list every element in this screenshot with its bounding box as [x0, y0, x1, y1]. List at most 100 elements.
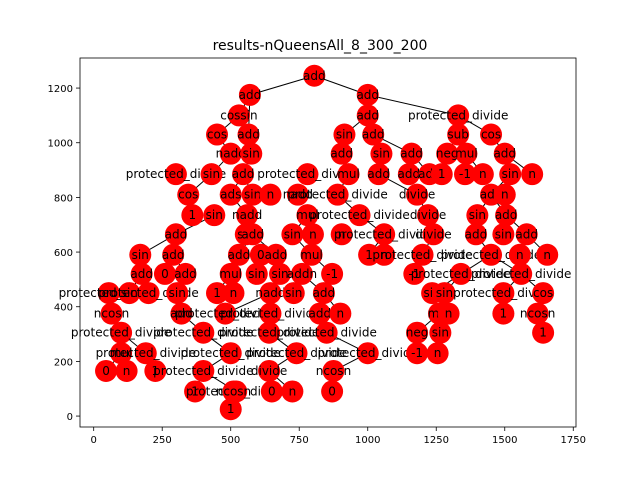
- tree-node: ncosn: [94, 302, 129, 325]
- node-marker: [203, 204, 226, 227]
- tree-node: divide: [399, 183, 435, 206]
- node-label: nadd: [216, 147, 246, 161]
- tree-node: protected_divide: [334, 223, 434, 246]
- node-label: sin: [244, 188, 261, 202]
- tree-node: nadd: [216, 142, 246, 165]
- tree-node: 0: [249, 243, 272, 266]
- node-label: add: [232, 167, 255, 181]
- plot-frame: [79, 57, 577, 428]
- node-label: neg: [436, 147, 459, 161]
- node-marker: [508, 243, 531, 266]
- node-label: sin: [248, 267, 265, 281]
- node-marker: [219, 398, 242, 421]
- node-marker: [259, 282, 282, 305]
- tree-node: sin: [200, 163, 223, 186]
- node-marker: [373, 223, 396, 246]
- tree-node: divide: [415, 223, 452, 246]
- tree-node: neg: [406, 321, 429, 344]
- node-marker: [170, 302, 193, 325]
- node-label: mul: [219, 267, 242, 281]
- node-marker: [129, 243, 152, 266]
- tree-node: -1: [403, 262, 426, 285]
- node-marker: [296, 163, 319, 186]
- node-marker: [406, 321, 429, 344]
- node-marker: [300, 243, 323, 266]
- node-label: nadd: [255, 286, 285, 300]
- node-marker: [259, 183, 282, 206]
- tree-node: protected_divide: [411, 262, 511, 285]
- node-marker: [240, 142, 263, 165]
- node-label: 1: [438, 167, 446, 181]
- tree-node: 0: [153, 262, 176, 285]
- node-marker: [134, 342, 157, 365]
- tree-node: sin: [499, 163, 522, 186]
- node-marker: [301, 223, 324, 246]
- node-marker: [356, 83, 379, 106]
- node-label: 0: [161, 267, 169, 281]
- node-label: n: [528, 167, 536, 181]
- node-marker: [367, 163, 390, 186]
- node-label: 1: [227, 402, 235, 416]
- node-marker: [97, 282, 120, 305]
- node-label: add: [356, 108, 379, 122]
- node-label: sin: [121, 286, 138, 300]
- tree-node: divide: [251, 359, 287, 382]
- node-marker: [532, 321, 555, 344]
- node-label: ads: [220, 188, 241, 202]
- node-label: protected_divide: [219, 326, 319, 340]
- node-marker: [181, 204, 204, 227]
- y-tick-label: 400: [54, 303, 73, 314]
- y-tick-label: 800: [54, 193, 73, 204]
- node-marker: [492, 282, 515, 305]
- node-marker: [259, 302, 282, 325]
- node-label: add: [362, 128, 385, 142]
- node-marker: [144, 359, 167, 382]
- node-marker: [227, 104, 250, 127]
- node-marker: [286, 183, 309, 206]
- node-marker: [430, 163, 453, 186]
- x-tick-label: 750: [290, 435, 309, 446]
- node-marker: [536, 243, 559, 266]
- tree-node: 1: [206, 282, 229, 305]
- node-label: n: [309, 227, 317, 241]
- tree-node: 1: [181, 204, 204, 227]
- node-label: add: [165, 227, 188, 241]
- node-marker: [137, 282, 160, 305]
- tree-node: n: [471, 163, 494, 186]
- tree-node: 1: [144, 359, 167, 382]
- tree-node: protected_divide: [453, 282, 554, 305]
- x-tick-label: 250: [153, 435, 172, 446]
- node-label: neg: [406, 326, 429, 340]
- tree-node: sin: [429, 321, 452, 344]
- node-label: sin: [436, 286, 453, 300]
- node-marker: [192, 321, 215, 344]
- node-label: mul: [455, 147, 478, 161]
- node-label: protected_divide: [153, 364, 253, 378]
- tree-node: 1: [358, 243, 381, 266]
- node-marker: [373, 243, 396, 266]
- y-tick-label: 1200: [48, 84, 73, 95]
- node-label: divide: [399, 188, 435, 202]
- tree-node: n: [536, 243, 559, 266]
- node-marker: [397, 163, 420, 186]
- node-marker: [296, 204, 319, 227]
- node-label: cos: [481, 128, 501, 142]
- tree-node: sin: [433, 282, 456, 305]
- tree-node: add: [239, 83, 261, 106]
- node-label: n: [267, 188, 275, 202]
- tree-node: 0: [321, 380, 344, 403]
- node-marker: [493, 183, 516, 206]
- node-label: n: [289, 384, 297, 398]
- node-marker: [110, 342, 133, 365]
- tree-node: mul: [219, 262, 242, 285]
- node-marker: [455, 142, 478, 165]
- node-label: add: [356, 88, 379, 102]
- tree-node: add: [515, 223, 538, 246]
- node-label: divide: [415, 227, 451, 241]
- node-label: 1: [539, 326, 547, 340]
- node-marker: [200, 163, 223, 186]
- chart-title: results-nQueensAll_8_300_200: [213, 38, 428, 54]
- node-marker: [321, 380, 344, 403]
- node-label: add: [313, 286, 336, 300]
